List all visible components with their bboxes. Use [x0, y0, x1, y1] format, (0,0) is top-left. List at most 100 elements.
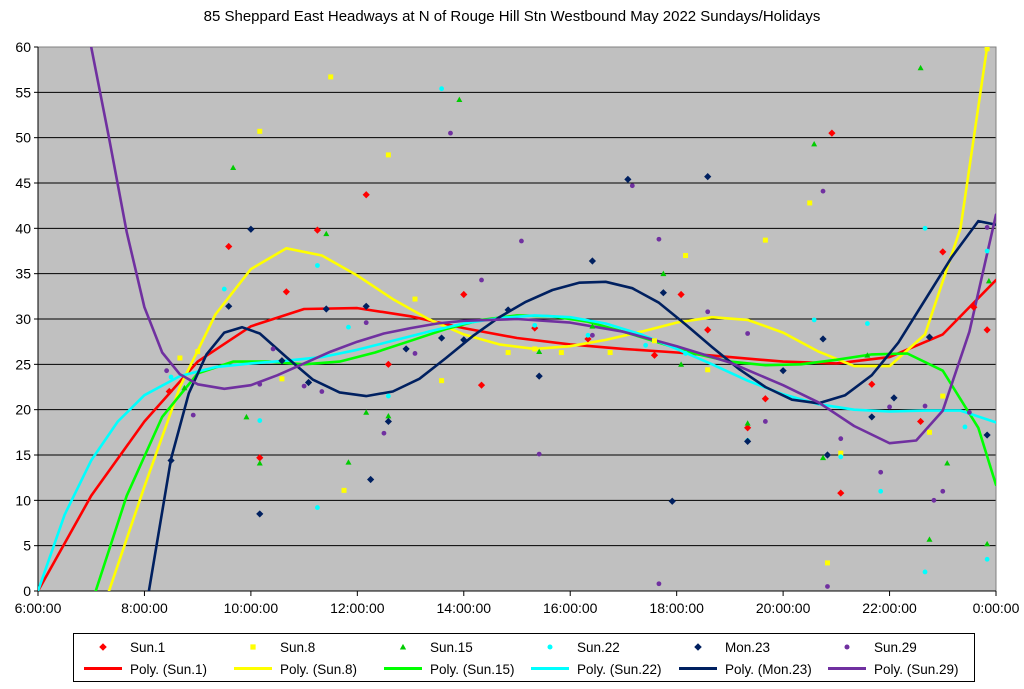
data-point	[177, 355, 182, 360]
data-point	[169, 375, 174, 380]
legend-item: Mon.23	[677, 638, 770, 656]
data-point	[630, 183, 635, 188]
legend-label: Sun.15	[430, 640, 473, 655]
legend-line-swatch	[826, 660, 868, 678]
legend-label: Poly. (Sun.15)	[430, 662, 515, 677]
legend-item: Sun.1	[82, 638, 165, 656]
data-point	[448, 131, 453, 136]
y-tick-label: 35	[15, 266, 31, 282]
y-tick-label: 15	[15, 447, 31, 463]
data-point	[825, 584, 830, 589]
data-point	[878, 489, 883, 494]
legend-line-swatch	[382, 660, 424, 678]
y-tick-label: 20	[15, 402, 31, 418]
legend-line-swatch	[82, 660, 124, 678]
data-point	[940, 394, 945, 399]
legend-item: Poly. (Sun.22)	[529, 660, 662, 678]
data-point	[608, 350, 613, 355]
legend-label: Poly. (Mon.23)	[725, 662, 812, 677]
y-tick-label: 40	[15, 220, 31, 236]
legend-item: Sun.8	[232, 638, 315, 656]
data-point	[537, 452, 542, 457]
legend-marker-swatch	[826, 638, 868, 656]
data-point	[315, 263, 320, 268]
data-point	[413, 351, 418, 356]
data-point	[643, 343, 648, 348]
data-point	[479, 278, 484, 283]
legend-line-swatch	[677, 660, 719, 678]
y-tick-label: 10	[15, 492, 31, 508]
legend-line-swatch	[232, 660, 274, 678]
data-point	[222, 287, 227, 292]
y-tick-label: 5	[23, 538, 31, 554]
legend-label: Poly. (Sun.22)	[577, 662, 662, 677]
data-point	[923, 404, 928, 409]
data-point	[763, 419, 768, 424]
data-point	[657, 581, 662, 586]
data-point	[812, 318, 817, 323]
legend-item: Poly. (Sun.8)	[232, 660, 357, 678]
legend-item: Sun.29	[826, 638, 917, 656]
y-tick-label: 55	[15, 84, 31, 100]
data-point	[652, 338, 657, 343]
x-tick-label: 14:00:00	[437, 600, 492, 616]
x-tick-label: 20:00:00	[756, 600, 811, 616]
data-point	[927, 430, 932, 435]
legend: Sun.1 Sun.8 Sun.15 Sun.22 Mon.23 Sun.29 Poly. …	[73, 633, 975, 682]
data-point	[985, 225, 990, 230]
data-point	[257, 418, 262, 423]
data-point	[328, 74, 333, 79]
y-tick-label: 60	[15, 39, 31, 55]
chart-plot: 6:00:00 8:00:00 10:00:00 12:00:00 14:00:00 16…	[0, 0, 1024, 630]
data-point	[279, 376, 284, 381]
data-point	[257, 382, 262, 387]
legend-item: Sun.15	[382, 638, 473, 656]
data-point	[657, 237, 662, 242]
data-point	[191, 413, 196, 418]
data-point	[164, 368, 169, 373]
data-point	[705, 367, 710, 372]
legend-label: Poly. (Sun.29)	[874, 662, 959, 677]
legend-item: Poly. (Sun.15)	[382, 660, 515, 678]
data-point	[532, 346, 537, 351]
data-point	[838, 454, 843, 459]
data-point	[386, 394, 391, 399]
y-axis-ticks: 051015202530354045505560	[15, 39, 38, 599]
data-point	[559, 350, 564, 355]
data-point	[967, 410, 972, 415]
data-point	[763, 238, 768, 243]
data-point	[865, 321, 870, 326]
data-point	[838, 436, 843, 441]
legend-line-swatch	[529, 660, 571, 678]
legend-label: Poly. (Sun.1)	[130, 662, 207, 677]
y-tick-label: 0	[23, 583, 31, 599]
y-tick-label: 30	[15, 311, 31, 327]
legend-label: Sun.22	[577, 640, 620, 655]
data-point	[250, 644, 255, 649]
data-point	[683, 351, 688, 356]
data-point	[940, 489, 945, 494]
data-point	[412, 297, 417, 302]
legend-item: Poly. (Mon.23)	[677, 660, 812, 678]
data-point	[923, 570, 928, 575]
data-point	[439, 378, 444, 383]
data-point	[932, 498, 937, 503]
legend-label: Sun.29	[874, 640, 917, 655]
data-point	[963, 424, 968, 429]
data-point	[195, 349, 200, 354]
x-tick-label: 8:00:00	[121, 600, 168, 616]
data-point	[99, 643, 107, 651]
data-point	[386, 152, 391, 157]
data-point	[590, 333, 595, 338]
legend-marker-swatch	[232, 638, 274, 656]
x-axis-ticks: 6:00:00 8:00:00 10:00:00 12:00:00 14:00:00 16…	[15, 591, 1020, 616]
data-point	[302, 384, 307, 389]
legend-marker-swatch	[382, 638, 424, 656]
x-tick-label: 10:00:00	[224, 600, 279, 616]
data-point	[315, 505, 320, 510]
y-tick-label: 45	[15, 175, 31, 191]
data-point	[985, 249, 990, 254]
data-point	[342, 488, 347, 493]
legend-marker-swatch	[677, 638, 719, 656]
legend-label: Sun.1	[130, 640, 165, 655]
